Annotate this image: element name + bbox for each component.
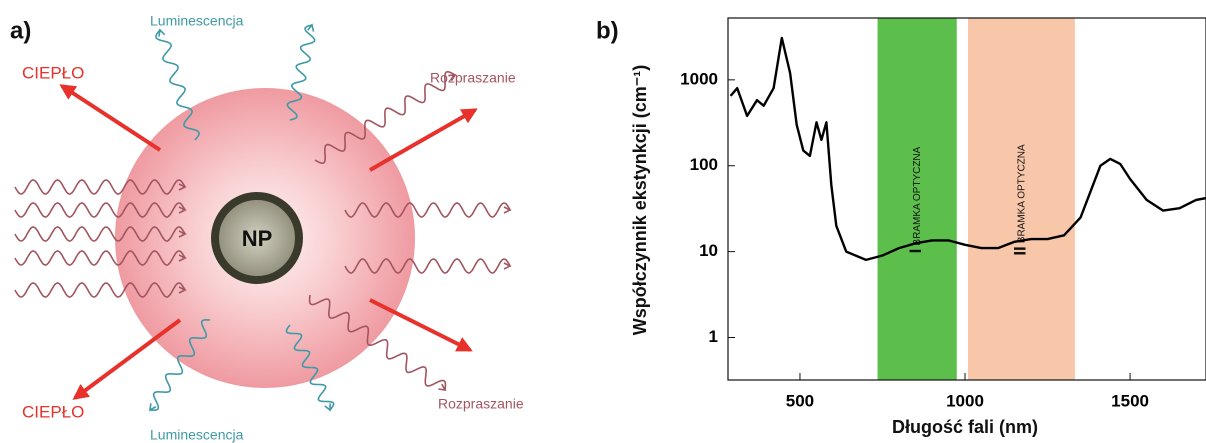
wave-head [178, 230, 187, 238]
y-tick-label: 100 [690, 155, 718, 174]
wave-head [503, 262, 512, 270]
scattering-label: Rozpraszanie [430, 70, 516, 86]
wave [344, 258, 511, 274]
wave-head [149, 403, 157, 412]
wave-head [307, 23, 315, 32]
wave [155, 29, 200, 141]
panel-a: NP a) CIEPŁO CIEPŁO Luminescencja Lumine… [10, 13, 524, 443]
y-tick-label: 10 [699, 241, 718, 260]
window-text: BRAMKA OPTYCZNA [912, 146, 923, 245]
panel-label: b) [596, 17, 619, 44]
window-roman: I [907, 249, 926, 254]
wave [308, 294, 447, 391]
wave [314, 71, 456, 164]
x-tick-label: 1500 [1111, 391, 1149, 410]
x-axis-title: Długość fali (nm) [892, 417, 1038, 437]
window-label: II BRAMKA OPTYCZNA [1011, 144, 1030, 256]
x-tick-label: 500 [786, 391, 814, 410]
panel-label: a) [10, 17, 31, 44]
y-tick-label: 1 [709, 327, 718, 346]
wave-head [178, 183, 187, 191]
wave-head [438, 383, 447, 392]
heat-label: CIEPŁO [22, 63, 84, 82]
y-tick-label: 1000 [680, 69, 718, 88]
wave [286, 24, 316, 121]
panel-b: b) Długość fali (nm) Współczynnik ekstyn… [596, 17, 1206, 437]
luminescence-label: Luminescencja [150, 427, 244, 443]
wave [285, 324, 335, 411]
x-tick-label: 1000 [946, 391, 984, 410]
wave-head [178, 254, 187, 262]
wave-head [448, 74, 457, 82]
optical-window [967, 18, 1075, 380]
luminescence-label: Luminescencja [150, 13, 244, 29]
heat-arrow [369, 298, 473, 352]
wave [14, 250, 186, 266]
wave [14, 282, 186, 298]
heat-arrow [72, 318, 182, 400]
window-label: I BRAMKA OPTYCZNA [907, 146, 926, 253]
window-text: BRAMKA OPTYCZNA [1016, 144, 1027, 243]
wave-head [158, 28, 166, 37]
core-label: NP [242, 226, 273, 251]
extinction-line [729, 36, 1206, 262]
wave [14, 226, 186, 242]
wave [14, 202, 186, 218]
window-roman: II [1011, 246, 1030, 255]
scattering-label: Rozpraszanie [438, 396, 524, 412]
optical-window [877, 18, 957, 380]
wave [344, 202, 511, 218]
wave-head [324, 403, 331, 412]
nanoparticle [211, 192, 303, 284]
y-axis-title: Współczynnik ekstynkcji (cm⁻¹) [630, 65, 650, 336]
wave-head [178, 286, 187, 294]
wave [149, 319, 211, 411]
plot-frame [727, 17, 1206, 381]
heat-label: CIEPŁO [22, 402, 84, 421]
wave-head [178, 206, 187, 214]
heat-arrow [369, 108, 478, 172]
wave [14, 179, 186, 195]
wave-head [503, 206, 512, 214]
heat-arrow [59, 84, 162, 152]
